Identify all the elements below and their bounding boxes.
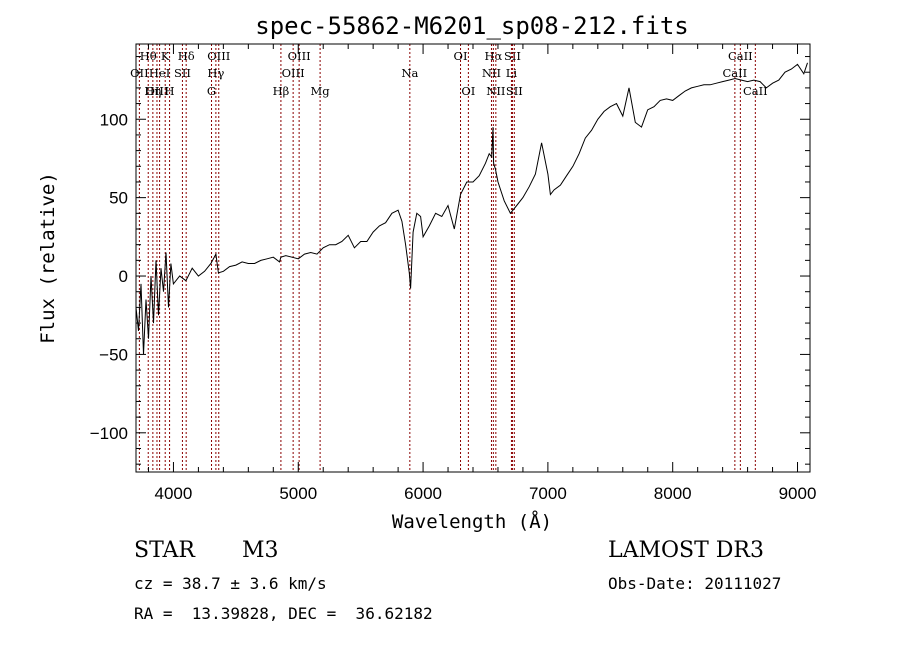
x-tick-label: 9000 bbox=[779, 484, 817, 503]
y-tick-label: 100 bbox=[100, 110, 128, 129]
line-marker-label: Hη bbox=[144, 84, 161, 98]
redshift-velocity: cz = 38.7 ± 3.6 km/s bbox=[134, 574, 327, 593]
line-marker-label: SII bbox=[504, 49, 521, 63]
line-marker-label: OIII bbox=[282, 66, 305, 80]
x-tick-label: 5000 bbox=[279, 484, 317, 503]
x-tick-label: 8000 bbox=[654, 484, 692, 503]
coordinates: RA = 13.39828, DEC = 36.62182 bbox=[134, 604, 433, 623]
x-tick-label: 7000 bbox=[529, 484, 567, 503]
line-marker-label: H bbox=[165, 84, 175, 98]
line-marker-label: OII bbox=[130, 66, 149, 80]
line-marker-label: Hβ bbox=[273, 84, 290, 98]
line-marker-label: Mg bbox=[311, 84, 331, 98]
line-marker-label: CaII bbox=[722, 66, 747, 80]
y-tick-label: −100 bbox=[90, 424, 128, 443]
line-marker-label: K bbox=[161, 49, 170, 63]
y-tick-label: −50 bbox=[99, 345, 128, 364]
line-marker-label: OIII bbox=[288, 49, 311, 63]
line-marker-label: NII bbox=[486, 84, 505, 98]
observation-date: Obs-Date: 20111027 bbox=[608, 574, 782, 593]
line-marker-label: HeI bbox=[149, 66, 170, 80]
line-marker-label: Hα bbox=[484, 49, 502, 63]
line-marker-label: CaII bbox=[728, 49, 753, 63]
line-marker-label: Hδ bbox=[178, 49, 195, 63]
survey-name: LAMOST DR3 bbox=[608, 538, 764, 563]
y-tick-label: 50 bbox=[109, 189, 128, 208]
line-marker-label: OI bbox=[461, 84, 475, 98]
x-tick-label: 4000 bbox=[155, 484, 193, 503]
line-marker-label: OIII bbox=[207, 49, 230, 63]
axis-ticks: 4000 5000 6000 7000 8000 9000 −100 −50 0 50 100 bbox=[90, 44, 817, 503]
line-marker-label: OI bbox=[454, 49, 468, 63]
line-marker-label: Hγ bbox=[207, 66, 224, 80]
line-marker-label: SII bbox=[506, 84, 523, 98]
object-subclass: M3 bbox=[242, 538, 279, 563]
line-marker-label: Hθ bbox=[140, 49, 157, 63]
line-markers: Hθ OII OIII K HeI Hη SII H Hδ OIII Hγ G OIII OIII Hβ Mg… bbox=[130, 44, 768, 472]
y-tick-label: 0 bbox=[119, 267, 128, 286]
line-marker-label: G bbox=[207, 84, 216, 98]
y-axis-label: Flux (relative) bbox=[37, 172, 59, 344]
line-marker-label: NII bbox=[482, 66, 501, 80]
line-marker-label: OIII bbox=[145, 84, 168, 98]
line-marker-label: CaII bbox=[743, 84, 768, 98]
object-class: STAR bbox=[134, 538, 195, 563]
line-marker-label: SII bbox=[174, 66, 191, 80]
plot-frame bbox=[135, 43, 811, 473]
chart-title: spec-55862-M6201_sp08-212.fits bbox=[255, 12, 688, 40]
line-marker-label: Li bbox=[506, 66, 518, 80]
x-axis-label: Wavelength (Å) bbox=[392, 510, 552, 533]
flux-series-line bbox=[135, 62, 808, 355]
x-tick-label: 6000 bbox=[404, 484, 442, 503]
line-marker-label: Na bbox=[401, 66, 418, 80]
